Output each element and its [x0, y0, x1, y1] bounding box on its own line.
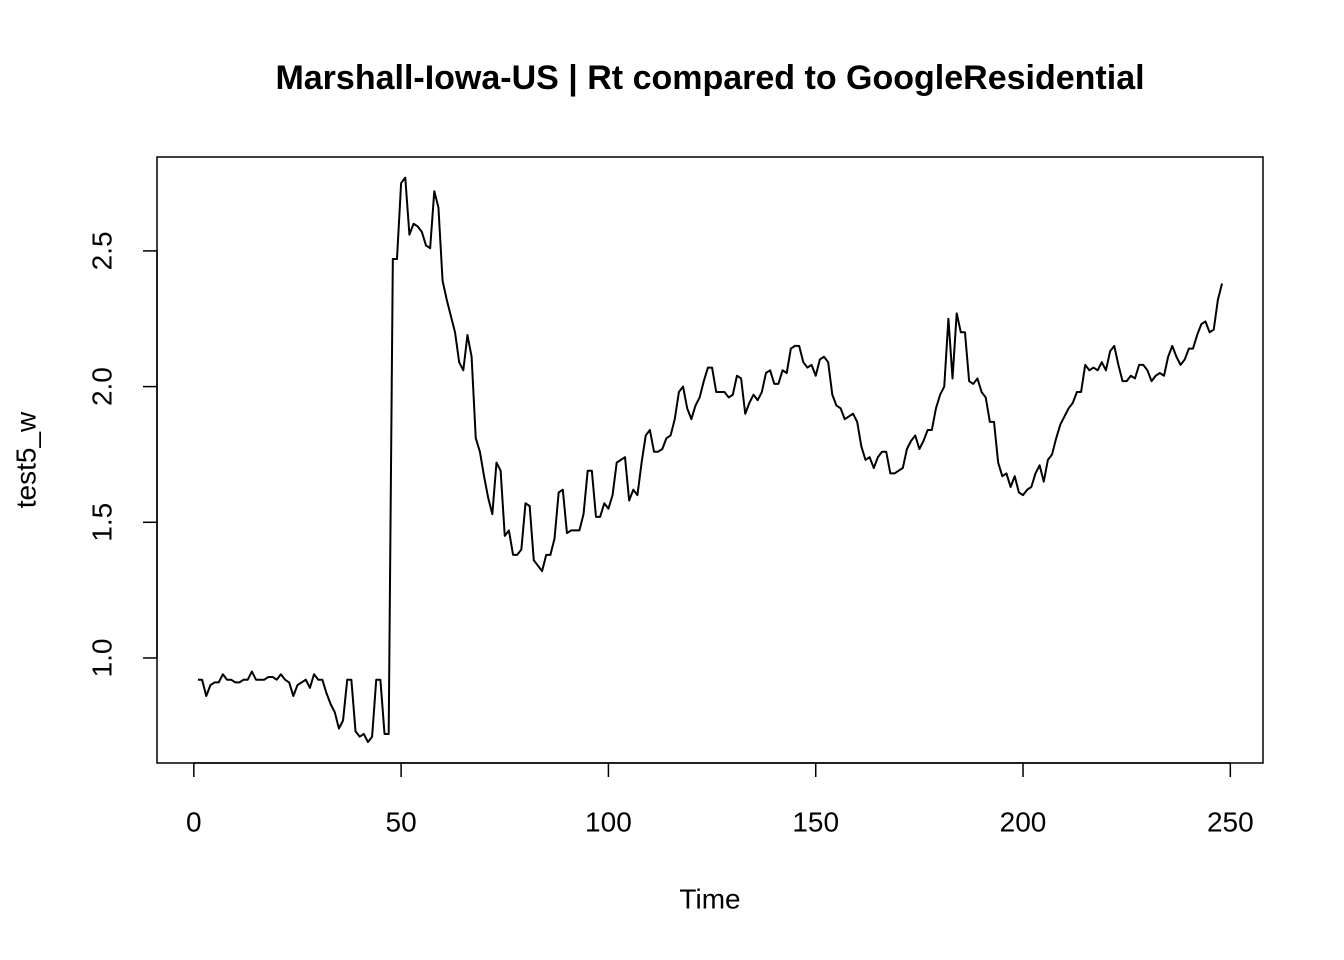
y-tick-label: 1.0: [86, 639, 117, 678]
x-axis-label: Time: [679, 883, 740, 914]
y-tick-label: 1.5: [86, 503, 117, 542]
y-tick-label: 2.5: [86, 231, 117, 270]
x-tick-label: 150: [792, 806, 839, 837]
y-axis-label: test5_w: [10, 411, 41, 508]
x-tick-label: 250: [1207, 806, 1254, 837]
data-line: [197, 176, 1224, 744]
x-tick-label: 50: [386, 806, 417, 837]
x-tick-label: 0: [186, 806, 202, 837]
x-tick-label: 100: [585, 806, 632, 837]
chart-title: Marshall-Iowa-US | Rt compared to Google…: [275, 59, 1144, 97]
y-tick-label: 2.0: [86, 367, 117, 406]
x-tick-label: 200: [1000, 806, 1047, 837]
